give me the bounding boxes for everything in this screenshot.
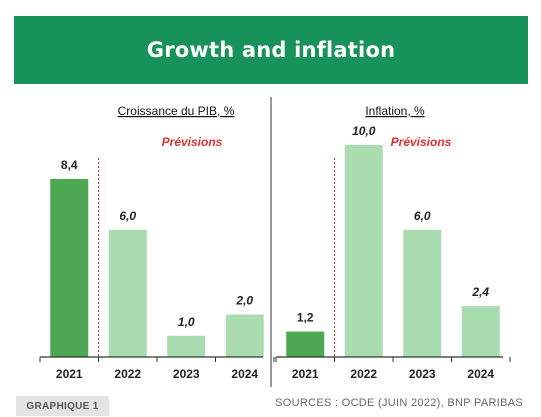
data-label: 6,0 (119, 209, 136, 223)
forecast-label: Prévisions (391, 135, 452, 149)
bar-2021 (50, 178, 89, 357)
x-tick-label: 2024 (231, 367, 258, 381)
source-note: SOURCES : OCDE (JUIN 2022), BNP PARIBAS (275, 397, 523, 409)
x-tick-label: 2021 (292, 367, 319, 381)
bar-2021 (286, 331, 325, 357)
chart-title: Growth and inflation (146, 38, 396, 62)
bar-2024 (225, 314, 264, 357)
title-banner: Growth and inflation (14, 16, 528, 84)
x-tick-label: 2022 (114, 367, 141, 381)
data-label: 6,0 (414, 209, 431, 223)
bar-2023 (403, 229, 442, 357)
panel-title: Croissance du PIB, % (118, 104, 235, 118)
figure-tag: GRAPHIQUE 1 (16, 396, 109, 416)
x-tick-label: 2022 (350, 367, 377, 381)
panel-title: Inflation, % (365, 104, 425, 118)
data-label: 8,4 (61, 158, 78, 172)
bar-2022 (108, 229, 147, 357)
x-tick-label: 2023 (173, 367, 200, 381)
forecast-label: Prévisions (162, 135, 223, 149)
data-label: 1,0 (178, 315, 195, 329)
data-label: 2,4 (471, 285, 489, 299)
bar-2022 (344, 145, 383, 357)
bar-2024 (461, 306, 500, 357)
data-label: 2,0 (235, 294, 253, 308)
bar-2023 (167, 335, 206, 357)
x-tick-label: 2021 (56, 367, 83, 381)
data-label: 10,0 (352, 124, 376, 138)
x-tick-label: 2024 (467, 367, 494, 381)
data-label: 1,2 (297, 311, 314, 325)
x-tick-label: 2023 (409, 367, 436, 381)
